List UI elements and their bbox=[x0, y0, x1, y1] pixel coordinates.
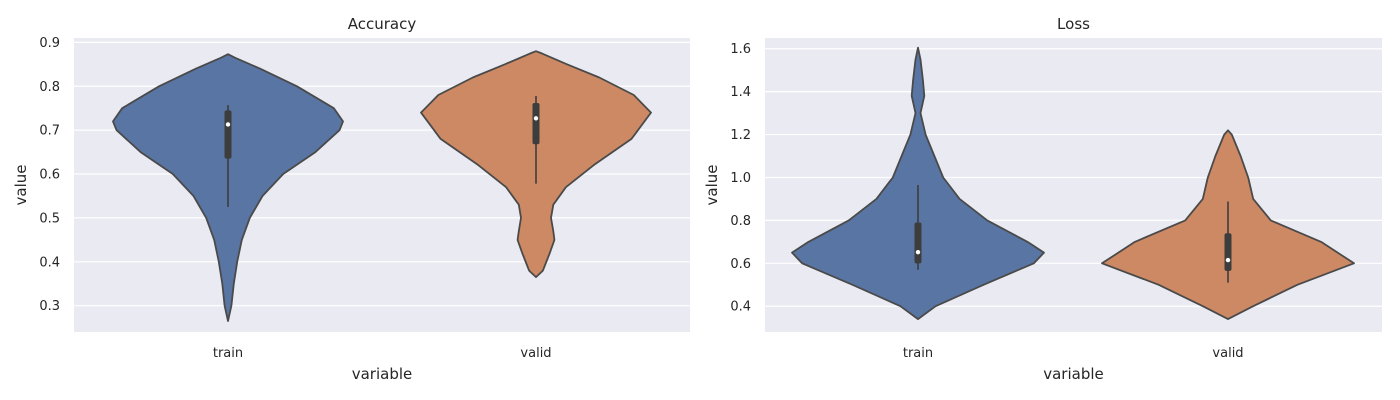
iqr-box-valid bbox=[532, 102, 540, 145]
y-tick-label: 0.5 bbox=[39, 211, 60, 226]
x-tick-label: train bbox=[903, 346, 933, 361]
x-axis-label: variable bbox=[352, 365, 413, 383]
x-axis-label: variable bbox=[1043, 365, 1104, 383]
chart-title: Accuracy bbox=[348, 15, 417, 33]
median-point-valid bbox=[533, 116, 539, 121]
median-point-valid bbox=[1225, 257, 1231, 263]
x-tick-label: valid bbox=[520, 346, 551, 361]
iqr-box-train bbox=[224, 110, 232, 159]
iqr-box-valid bbox=[1224, 233, 1232, 271]
y-tick-label: 0.9 bbox=[39, 36, 60, 51]
median-point-train bbox=[915, 249, 921, 255]
y-tick-label: 0.8 bbox=[39, 80, 60, 95]
y-tick-label: 0.7 bbox=[39, 124, 60, 139]
x-tick-label: train bbox=[213, 346, 243, 361]
y-tick-label: 0.6 bbox=[39, 168, 60, 183]
violin-train bbox=[791, 46, 1045, 320]
y-tick-label: 1.6 bbox=[730, 42, 751, 57]
y-tick-label: 0.3 bbox=[39, 299, 60, 314]
y-tick-label: 1.4 bbox=[730, 85, 751, 100]
y-axis-label: value bbox=[703, 165, 721, 206]
y-tick-label: 0.4 bbox=[39, 255, 60, 270]
median-point-train bbox=[225, 122, 231, 127]
y-axis-label: value bbox=[12, 165, 30, 206]
x-tick-label: valid bbox=[1212, 346, 1243, 361]
iqr-box-train bbox=[914, 222, 922, 264]
y-tick-label: 1.2 bbox=[730, 128, 751, 143]
y-tick-label: 0.8 bbox=[730, 214, 751, 229]
chart-title: Loss bbox=[1057, 15, 1090, 33]
y-tick-label: 0.4 bbox=[730, 300, 751, 315]
y-tick-label: 0.6 bbox=[730, 257, 751, 272]
chart-panel-loss: 0.4 0.6 0.8 1.0 1.2 1.4 1.6 train valid Loss varia… bbox=[703, 15, 1382, 383]
chart-panel-accuracy: 0.3 0.4 0.5 0.6 0.7 0.8 0.9 train valid Accuracy v… bbox=[12, 15, 690, 383]
y-tick-label: 1.0 bbox=[730, 171, 751, 186]
